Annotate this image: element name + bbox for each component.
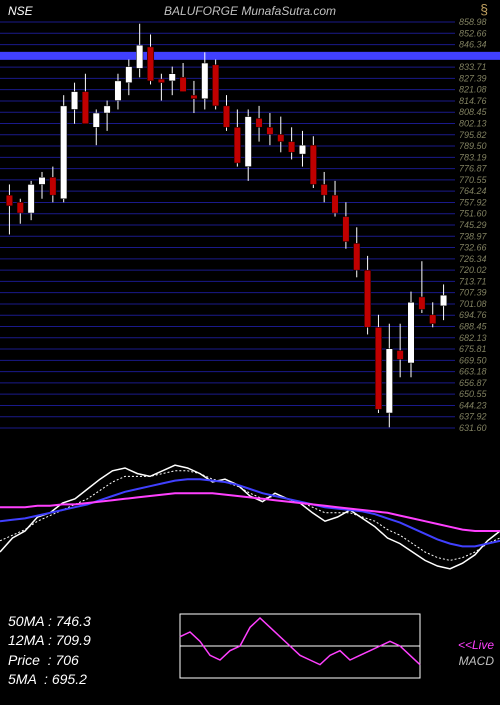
svg-text:745.29: 745.29 xyxy=(459,220,487,230)
svg-text:669.50: 669.50 xyxy=(459,355,487,365)
stat-price: Price : 706 xyxy=(8,651,91,671)
symbol-text: BALUFORGE xyxy=(164,4,238,18)
svg-text:720.02: 720.02 xyxy=(459,265,487,275)
svg-text:770.55: 770.55 xyxy=(459,175,488,185)
chart-svg: 858.98852.66846.34840.02833.71827.39821.… xyxy=(0,0,500,700)
svg-text:802.13: 802.13 xyxy=(459,119,487,129)
svg-text:827.39: 827.39 xyxy=(459,73,487,83)
svg-text:694.76: 694.76 xyxy=(459,310,487,320)
stat-12ma: 12MA : 709.9 xyxy=(8,631,91,651)
svg-text:852.66: 852.66 xyxy=(459,28,487,38)
svg-text:858.98: 858.98 xyxy=(459,17,487,27)
svg-text:833.71: 833.71 xyxy=(459,62,487,72)
svg-text:650.55: 650.55 xyxy=(459,389,488,399)
svg-text:821.08: 821.08 xyxy=(459,85,487,95)
svg-text:688.45: 688.45 xyxy=(459,321,488,331)
stat-50ma: 50MA : 746.3 xyxy=(8,612,91,632)
svg-text:764.24: 764.24 xyxy=(459,186,487,196)
svg-text:726.34: 726.34 xyxy=(459,254,487,264)
svg-text:814.76: 814.76 xyxy=(459,96,487,106)
svg-text:§: § xyxy=(480,1,488,17)
svg-text:631.60: 631.60 xyxy=(459,423,487,433)
svg-text:713.71: 713.71 xyxy=(459,276,487,286)
svg-text:783.19: 783.19 xyxy=(459,152,487,162)
svg-text:644.23: 644.23 xyxy=(459,400,487,410)
exchange-label: NSE xyxy=(8,4,33,18)
svg-text:789.50: 789.50 xyxy=(459,141,487,151)
svg-text:757.92: 757.92 xyxy=(459,197,487,207)
svg-text:846.34: 846.34 xyxy=(459,40,487,50)
svg-text:738.97: 738.97 xyxy=(459,231,488,241)
live-label: <<Live xyxy=(458,638,494,652)
svg-text:795.82: 795.82 xyxy=(459,130,487,140)
symbol-title: BALUFORGE MunafaSutra.com xyxy=(164,4,336,18)
svg-text:675.81: 675.81 xyxy=(459,344,487,354)
svg-text:656.87: 656.87 xyxy=(459,378,488,388)
macd-label: MACD xyxy=(459,654,494,668)
svg-text:663.18: 663.18 xyxy=(459,367,487,377)
svg-text:751.60: 751.60 xyxy=(459,209,487,219)
svg-text:637.92: 637.92 xyxy=(459,412,487,422)
svg-text:682.13: 682.13 xyxy=(459,333,487,343)
chart-container: NSE BALUFORGE MunafaSutra.com 858.98852.… xyxy=(0,0,500,700)
svg-text:808.45: 808.45 xyxy=(459,107,488,117)
svg-text:707.39: 707.39 xyxy=(459,288,487,298)
stats-box: 50MA : 746.3 12MA : 709.9 Price : 706 5M… xyxy=(8,612,91,690)
svg-text:732.66: 732.66 xyxy=(459,243,487,253)
site-text: MunafaSutra.com xyxy=(241,4,336,18)
stat-5ma: 5MA : 695.2 xyxy=(8,670,91,690)
svg-text:701.08: 701.08 xyxy=(459,299,487,309)
svg-text:776.87: 776.87 xyxy=(459,164,488,174)
